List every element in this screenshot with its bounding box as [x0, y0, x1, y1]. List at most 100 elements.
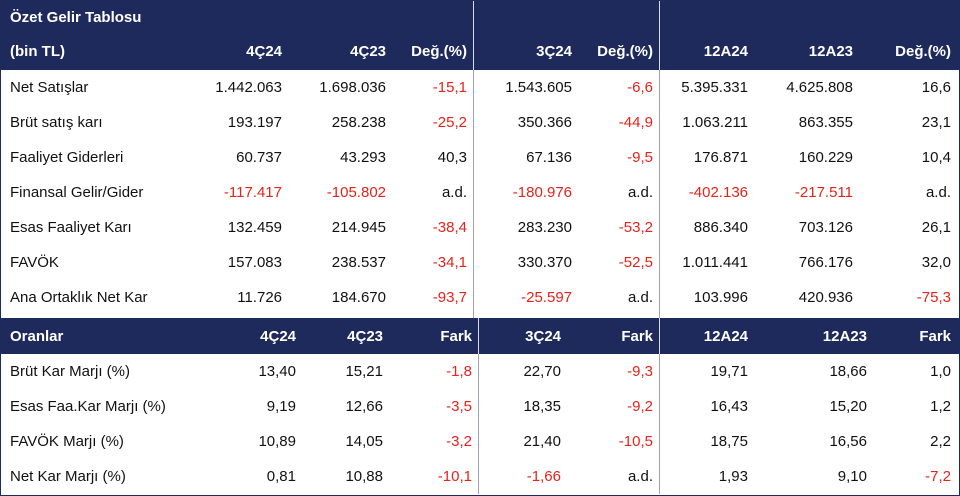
row-label: Brüt satış karı — [10, 114, 103, 131]
table-row: Net Satışlar 1.442.063 1.698.036 -15,1 1.543… — [0, 70, 960, 105]
column-header: Değ.(%) — [411, 42, 467, 60]
value-cell: 184.670 — [331, 289, 386, 306]
value-cell: 10,4 — [921, 149, 951, 166]
value-cell: 16,6 — [921, 79, 951, 96]
value-cell: 67.136 — [526, 149, 572, 166]
value-cell: 18,35 — [523, 398, 561, 415]
value-cell: 132.459 — [227, 219, 282, 236]
table-row: Brüt satış karı 193.197 258.238 -25,2 350.36… — [0, 105, 960, 140]
row-label: FAVÖK Marjı (%) — [10, 433, 124, 450]
column-header: 4Ç24 — [260, 327, 296, 345]
value-cell: 863.355 — [798, 114, 853, 131]
value-cell: 23,1 — [921, 114, 951, 131]
value-cell: a.d. — [627, 184, 653, 201]
value-cell: -15,1 — [432, 79, 467, 96]
value-cell: 21,40 — [523, 433, 561, 450]
value-cell: 12,66 — [345, 398, 383, 415]
value-cell: 18,66 — [829, 363, 867, 380]
value-cell: -6,6 — [627, 79, 653, 96]
value-cell: 1,2 — [930, 398, 951, 415]
column-header: 4Ç23 — [350, 42, 386, 60]
value-cell: 11.726 — [237, 289, 282, 306]
value-cell: -105.802 — [326, 184, 386, 201]
value-cell: -44,9 — [618, 114, 653, 131]
value-cell: 9,10 — [837, 468, 867, 485]
value-cell: 1.063.211 — [682, 114, 748, 131]
value-cell: 15,20 — [829, 398, 867, 415]
value-cell: 238.537 — [331, 254, 386, 271]
row-label: Esas Faaliyet Karı — [10, 219, 132, 236]
header-divider — [659, 0, 660, 70]
group-divider — [478, 354, 479, 494]
summary-title: Özet Gelir Tablosu — [10, 8, 142, 26]
value-cell: -3,2 — [446, 433, 472, 450]
value-cell: -52,5 — [618, 254, 653, 271]
value-cell: 160.229 — [798, 149, 853, 166]
table-row: Esas Faa.Kar Marjı (%) 9,19 12,66 -3,5 18,35… — [0, 389, 960, 424]
value-cell: -38,4 — [432, 219, 467, 236]
table-row: Faaliyet Giderleri 60.737 43.293 40,3 67.136… — [0, 140, 960, 175]
column-header: 12A24 — [703, 42, 748, 60]
value-cell: -9,3 — [627, 363, 653, 380]
column-header: 3Ç24 — [525, 327, 561, 345]
row-label: FAVÖK — [10, 254, 59, 271]
table-row: Net Kar Marjı (%) 0,81 10,88 -10,1 -1,66 a.d.… — [0, 459, 960, 494]
value-cell: 26,1 — [921, 219, 951, 236]
summary-header: Özet Gelir Tablosu (bin TL) 4Ç24 4Ç23 Değ.… — [0, 0, 960, 70]
value-cell: 176.871 — [693, 149, 748, 166]
value-cell: 2,2 — [930, 433, 951, 450]
group-divider — [659, 354, 660, 494]
value-cell: -75,3 — [916, 289, 951, 306]
value-cell: 4.625.808 — [786, 79, 853, 96]
column-header: 4Ç24 — [246, 42, 282, 60]
ratios-header: Oranlar 4Ç24 4Ç23 Fark 3Ç24 Fark 12A24 12A23 Fa… — [0, 318, 960, 354]
value-cell: -9,2 — [627, 398, 653, 415]
value-cell: -217.511 — [794, 184, 853, 201]
value-cell: -9,5 — [627, 149, 653, 166]
value-cell: 15,21 — [345, 363, 383, 380]
column-header: Değ.(%) — [895, 42, 951, 60]
row-label: Net Satışlar — [10, 79, 89, 96]
column-header: Değ.(%) — [597, 42, 653, 60]
value-cell: -3,5 — [446, 398, 472, 415]
table-row: Brüt Kar Marjı (%) 13,40 15,21 -1,8 22,70 -9,… — [0, 354, 960, 389]
table-row: Ana Ortaklık Net Kar 11.726 184.670 -93,7 -2… — [0, 280, 960, 315]
column-header: Fark — [621, 327, 653, 345]
row-label: Faaliyet Giderleri — [10, 149, 124, 166]
row-label: Ana Ortaklık Net Kar — [10, 289, 148, 306]
table-row: Finansal Gelir/Gider -117.417 -105.802 a.d.… — [0, 175, 960, 210]
value-cell: 420.936 — [798, 289, 853, 306]
row-label: Net Kar Marjı (%) — [10, 468, 126, 485]
column-header: Fark — [919, 327, 951, 345]
row-label: Esas Faa.Kar Marjı (%) — [10, 398, 166, 415]
value-cell: 43.293 — [340, 149, 386, 166]
group-divider — [659, 70, 660, 318]
table-row: Esas Faaliyet Karı 132.459 214.945 -38,4 283… — [0, 210, 960, 245]
value-cell: a.d. — [441, 184, 467, 201]
value-cell: a.d. — [925, 184, 951, 201]
value-cell: 40,3 — [437, 149, 467, 166]
value-cell: -10,1 — [437, 468, 472, 485]
value-cell: 1.543.605 — [505, 79, 572, 96]
value-cell: -25,2 — [432, 114, 467, 131]
value-cell: 766.176 — [798, 254, 853, 271]
value-cell: 16,43 — [710, 398, 748, 415]
table-row: FAVÖK 157.083 238.537 -34,1 330.370 -52,5 1.01… — [0, 245, 960, 280]
value-cell: 5.395.331 — [681, 79, 748, 96]
value-cell: 10,89 — [258, 433, 296, 450]
value-cell: 16,56 — [829, 433, 867, 450]
summary-table-body: Net Satışlar 1.442.063 1.698.036 -15,1 1.543… — [0, 70, 960, 318]
value-cell: 1.698.036 — [319, 79, 386, 96]
header-divider — [473, 0, 474, 70]
value-cell: 157.083 — [227, 254, 282, 271]
value-cell: 10,88 — [345, 468, 383, 485]
value-cell: a.d. — [627, 289, 653, 306]
value-cell: 1.442.063 — [215, 79, 282, 96]
value-cell: 886.340 — [693, 219, 748, 236]
value-cell: 283.230 — [517, 219, 572, 236]
value-cell: -180.976 — [512, 184, 572, 201]
table-row: FAVÖK Marjı (%) 10,89 14,05 -3,2 21,40 -10,5 1… — [0, 424, 960, 459]
row-label: Brüt Kar Marjı (%) — [10, 363, 131, 380]
value-cell: -117.417 — [223, 184, 282, 201]
